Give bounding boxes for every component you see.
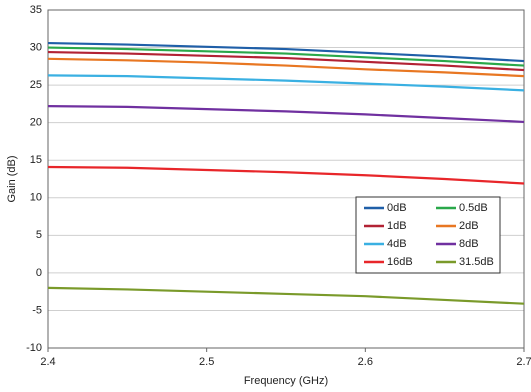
x-tick-label: 2.5 [199,356,214,368]
y-tick-label: 15 [30,154,42,166]
series-line [47,57,525,78]
y-tick-label: 5 [36,229,42,241]
y-tick-label: 25 [30,79,42,91]
legend-label: 1dB [387,220,407,232]
x-axis-label: Frequency (GHz) [244,375,328,387]
legend-label: 31.5dB [459,256,494,268]
y-tick-label: -10 [26,342,42,354]
y-tick-label: -5 [32,304,42,316]
y-tick-label: 0 [36,267,42,279]
x-tick-label: 2.4 [40,356,55,368]
series-line [47,46,525,67]
y-axis-label: Gain (dB) [6,155,18,202]
legend-label: 8dB [459,238,479,250]
y-tick-label: 30 [30,41,42,53]
x-tick-label: 2.7 [516,356,531,368]
series-line [47,165,525,185]
x-tick-label: 2.6 [358,356,373,368]
series-line [47,74,525,92]
plot-border [47,9,525,349]
y-tick-label: 35 [30,4,42,16]
legend-label: 0dB [387,202,407,214]
legend-label: 16dB [387,256,413,268]
series-line [47,50,525,72]
legend-label: 4dB [387,238,407,250]
series-line [47,105,525,124]
y-tick-label: 10 [30,192,42,204]
series-line [47,286,525,305]
legend-box [355,196,501,274]
legend-label: 2dB [459,220,479,232]
y-tick-label: 20 [30,117,42,129]
series-line [47,41,525,63]
legend-label: 0.5dB [459,202,488,214]
